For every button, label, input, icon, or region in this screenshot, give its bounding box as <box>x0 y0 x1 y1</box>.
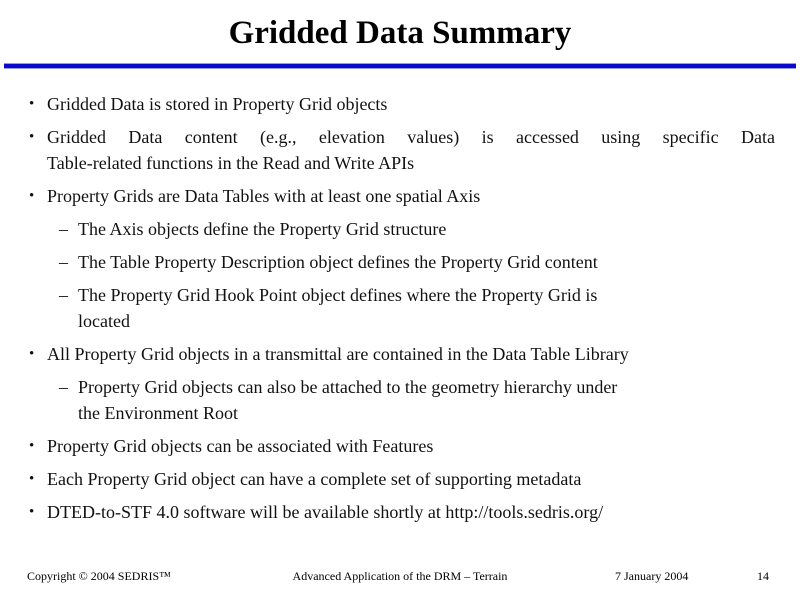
bullet-marker: • <box>29 96 35 112</box>
bullet-line: The Axis objects define the Property Gri… <box>78 219 447 239</box>
bullet-item: • Property Grid objects can be associated… <box>0 433 800 459</box>
bullet-line: Property Grids are Data Tables with at l… <box>47 186 481 206</box>
bullet-text: The Table Property Description object de… <box>78 249 750 275</box>
bullet-marker: • <box>29 438 35 454</box>
bullet-text: The Axis objects define the Property Gri… <box>78 216 750 242</box>
footer-page-number: 14 <box>757 569 769 583</box>
bullet-item: • Gridded Data content (e.g., elevation v… <box>0 124 800 176</box>
bullet-line: Gridded Data is stored in Property Grid … <box>47 94 388 114</box>
dash-marker: – <box>59 285 68 305</box>
bullet-text: Property Grid objects can be associated … <box>47 433 775 459</box>
title-underline-rule <box>4 64 796 68</box>
bullet-item: • DTED-to-STF 4.0 software will be availa… <box>0 499 800 525</box>
bullet-text: Gridded Data is stored in Property Grid … <box>47 91 775 117</box>
dash-marker: – <box>59 252 68 272</box>
bullet-line: The Table Property Description object de… <box>78 252 598 272</box>
slide-title: Gridded Data Summary <box>228 15 572 51</box>
bullet-line: Gridded Data content (e.g., elevation va… <box>47 127 775 147</box>
bullet-text: Each Property Grid object can have a com… <box>47 466 775 492</box>
sub-bullet-item: – The Property Grid Hook Point object def… <box>0 282 800 334</box>
bullet-text: All Property Grid objects in a transmitt… <box>47 341 775 367</box>
bullet-marker: • <box>29 188 35 204</box>
bullet-line: located <box>78 311 130 331</box>
bullet-line: the Environment Root <box>78 403 238 423</box>
bullet-text: DTED-to-STF 4.0 software will be availab… <box>47 499 775 525</box>
bullet-list: • Gridded Data is stored in Property Grid… <box>0 91 800 532</box>
sub-bullet-item: – Property Grid objects can also be attac… <box>0 374 800 426</box>
bullet-text: Gridded Data content (e.g., elevation va… <box>47 124 775 176</box>
bullet-marker: • <box>29 346 35 362</box>
footer-copyright: Copyright © 2004 SEDRIS™ <box>27 569 171 583</box>
bullet-text: Property Grids are Data Tables with at l… <box>47 183 775 209</box>
sub-bullet-item: – The Axis objects define the Property Gr… <box>0 216 800 242</box>
bullet-line: The Property Grid Hook Point object defi… <box>78 285 598 305</box>
bullet-marker: • <box>29 504 35 520</box>
bullet-item: • Gridded Data is stored in Property Grid… <box>0 91 800 117</box>
bullet-item: • All Property Grid objects in a transmit… <box>0 341 800 367</box>
bullet-line: DTED-to-STF 4.0 software will be availab… <box>47 502 604 522</box>
bullet-line: Property Grid objects can be associated … <box>47 436 434 456</box>
dash-marker: – <box>59 219 68 239</box>
bullet-marker: • <box>29 129 35 145</box>
bullet-line: Table-related functions in the Read and … <box>47 153 415 173</box>
bullet-item: • Each Property Grid object can have a co… <box>0 466 800 492</box>
bullet-line: Property Grid objects can also be attach… <box>78 377 618 397</box>
dash-marker: – <box>59 377 68 397</box>
bullet-item: • Property Grids are Data Tables with at … <box>0 183 800 209</box>
footer-presentation-title: Advanced Application of the DRM – Terrai… <box>292 569 508 583</box>
bullet-marker: • <box>29 471 35 487</box>
bullet-line: All Property Grid objects in a transmitt… <box>47 344 629 364</box>
sub-bullet-item: – The Table Property Description object d… <box>0 249 800 275</box>
bullet-line: Each Property Grid object can have a com… <box>47 469 582 489</box>
footer-date: 7 January 2004 <box>615 569 689 583</box>
bullet-text: Property Grid objects can also be attach… <box>78 374 750 426</box>
bullet-text: The Property Grid Hook Point object defi… <box>78 282 750 334</box>
